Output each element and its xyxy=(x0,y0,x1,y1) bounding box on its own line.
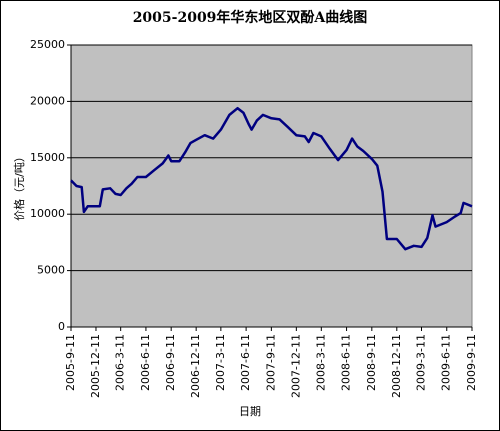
x-tick-label: 2006-9-11 xyxy=(164,334,177,391)
x-tick-label: 2008-12-11 xyxy=(390,334,403,398)
x-tick-label: 2007-6-11 xyxy=(239,334,252,391)
y-tick-label: 15000 xyxy=(30,151,65,164)
x-tick-label: 2006-3-11 xyxy=(114,334,127,391)
x-tick-label: 2007-9-11 xyxy=(264,334,277,391)
x-tick-label: 2007-3-11 xyxy=(214,334,227,391)
plot-area xyxy=(70,44,473,328)
y-tick-label: 5000 xyxy=(37,264,65,277)
x-tick-label: 2007-12-11 xyxy=(289,334,302,398)
x-tick-label: 2005-9-11 xyxy=(64,334,77,391)
x-tick-label: 2009-6-11 xyxy=(440,334,453,391)
y-tick-label: 0 xyxy=(58,320,65,333)
x-tick-label: 2008-3-11 xyxy=(314,334,327,391)
data-line xyxy=(70,106,473,251)
x-tick-label: 2008-6-11 xyxy=(340,334,353,391)
x-axis-label: 日期 xyxy=(239,405,261,418)
y-tick-label: 20000 xyxy=(30,94,65,107)
x-tick-label: 2009-9-11 xyxy=(465,334,478,391)
chart-title: 2005-2009年华东地区双酚A曲线图 xyxy=(133,9,368,26)
x-tick-label: 2005-12-11 xyxy=(89,334,102,398)
x-tick-label: 2006-12-11 xyxy=(189,334,202,398)
y-tick-label: 10000 xyxy=(30,207,65,220)
x-tick-label: 2008-9-11 xyxy=(365,334,378,391)
x-tick-label: 2009-3-11 xyxy=(414,334,427,391)
y-axis-label: 价格（元/吨） xyxy=(12,151,26,221)
x-tick-label: 2006-6-11 xyxy=(139,334,152,391)
y-tick-label: 25000 xyxy=(30,38,65,51)
